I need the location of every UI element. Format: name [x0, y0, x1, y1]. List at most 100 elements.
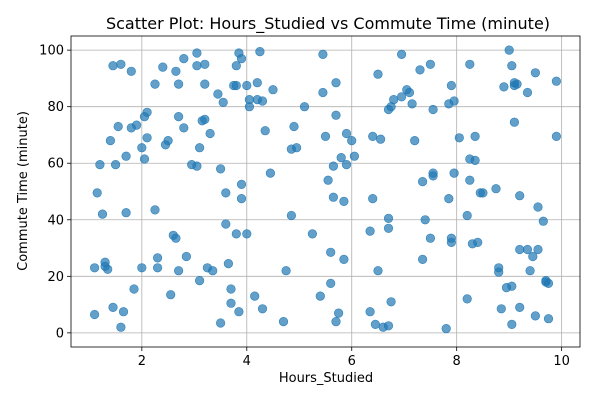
- y-axis-label: Commute Time (minute): [16, 111, 31, 271]
- scatter-point: [446, 237, 457, 247]
- scatter-point: [444, 194, 454, 204]
- scatter-point: [334, 308, 344, 318]
- scatter-point: [543, 314, 554, 324]
- scatter-point: [339, 196, 349, 206]
- scatter-point: [496, 304, 506, 314]
- scatter-point: [515, 302, 525, 313]
- scatter-point: [323, 175, 333, 185]
- scatter-point: [208, 266, 218, 276]
- scatter-point: [415, 65, 425, 75]
- gridlines: [71, 36, 580, 347]
- scatter-point: [179, 123, 189, 133]
- scatter-point: [150, 205, 160, 215]
- scatter-point: [462, 294, 472, 304]
- x-tick-label: 6: [348, 354, 356, 369]
- scatter-point: [95, 160, 105, 170]
- scatter-point: [231, 80, 241, 91]
- scatter-point: [383, 223, 394, 233]
- scatter-point: [499, 82, 509, 92]
- scatter-point: [226, 284, 236, 294]
- scatter-point: [116, 59, 126, 69]
- chart-title: Scatter Plot: Hours_Studied vs Commute T…: [106, 14, 550, 34]
- scatter-point: [326, 278, 336, 289]
- scatter-point: [89, 309, 100, 320]
- scatter-point: [386, 297, 396, 307]
- scatter-point: [174, 79, 184, 89]
- scatter-point: [470, 131, 480, 141]
- scatter-point: [373, 69, 383, 79]
- scatter-point: [97, 209, 108, 219]
- scatter-point: [418, 254, 428, 264]
- y-tick-label: 80: [47, 100, 64, 115]
- scatter-point: [108, 61, 118, 71]
- scatter-point: [328, 192, 339, 202]
- scatter-point: [428, 168, 438, 178]
- scatter-point: [153, 253, 163, 263]
- scatter-point: [242, 80, 252, 91]
- x-axis-label: Hours_Studied: [279, 371, 373, 386]
- scatter-point: [425, 59, 436, 69]
- scatter-point: [522, 244, 533, 255]
- scatter-point: [368, 194, 378, 204]
- scatter-point: [171, 66, 181, 76]
- scatter-point: [331, 317, 341, 327]
- scatter-point: [331, 78, 341, 88]
- scatter-point: [166, 290, 176, 300]
- scatter-point: [462, 210, 472, 221]
- scatter-point: [441, 324, 451, 334]
- scatter-point: [491, 184, 501, 194]
- scatter-point: [137, 143, 147, 153]
- scatter-point: [315, 291, 325, 301]
- scatter-point: [515, 244, 525, 255]
- scatter-point: [257, 96, 268, 106]
- scatter-point: [289, 121, 299, 132]
- scatter-point: [383, 213, 394, 223]
- plot-frame: [70, 35, 581, 348]
- scatter-point: [473, 237, 483, 247]
- scatter-point: [528, 251, 538, 262]
- scatter-point: [533, 244, 543, 255]
- scatter-point: [286, 210, 297, 221]
- scatter-point: [158, 62, 168, 72]
- scatter-point: [292, 143, 302, 153]
- scatter-point: [221, 188, 231, 198]
- scatter-point: [494, 267, 504, 277]
- scatter-point: [318, 49, 328, 60]
- y-tick-label: 100: [39, 44, 64, 59]
- scatter-point: [407, 99, 417, 109]
- scatter-point: [454, 133, 464, 143]
- scatter-point: [336, 153, 346, 163]
- scatter-point: [242, 229, 252, 239]
- scatter-point: [192, 61, 202, 71]
- scatter-point: [129, 284, 139, 294]
- scatter-point: [465, 175, 475, 185]
- scatter-point: [216, 318, 226, 328]
- scatter-point: [278, 317, 289, 327]
- scatter-point: [449, 168, 459, 178]
- scatter-point: [221, 219, 231, 229]
- scatter-point: [236, 53, 247, 64]
- scatter-point: [174, 266, 184, 276]
- x-tick-label: 4: [243, 354, 251, 369]
- scatter-point: [255, 46, 265, 57]
- scatter-point: [331, 110, 341, 120]
- scatter-point: [533, 202, 543, 212]
- scatter-point: [200, 114, 210, 124]
- scatter-point: [551, 76, 562, 86]
- scatter-point: [118, 307, 129, 317]
- scatter-point: [116, 322, 126, 332]
- scatter-point: [252, 78, 262, 88]
- scatter-point: [478, 188, 488, 198]
- scatter-point: [268, 85, 278, 95]
- y-axis-ticks: 0 20 40 60 80 100: [39, 44, 71, 341]
- scatter-point: [365, 226, 375, 236]
- scatter-point: [299, 102, 310, 112]
- y-tick-label: 60: [47, 157, 64, 172]
- x-axis-ticks: 2 4 6 8 10: [138, 347, 570, 369]
- scatter-point: [200, 79, 210, 89]
- scatter-point: [341, 128, 352, 139]
- scatter-point: [341, 160, 352, 170]
- scatter-point: [551, 131, 562, 141]
- y-tick-label: 20: [47, 270, 64, 285]
